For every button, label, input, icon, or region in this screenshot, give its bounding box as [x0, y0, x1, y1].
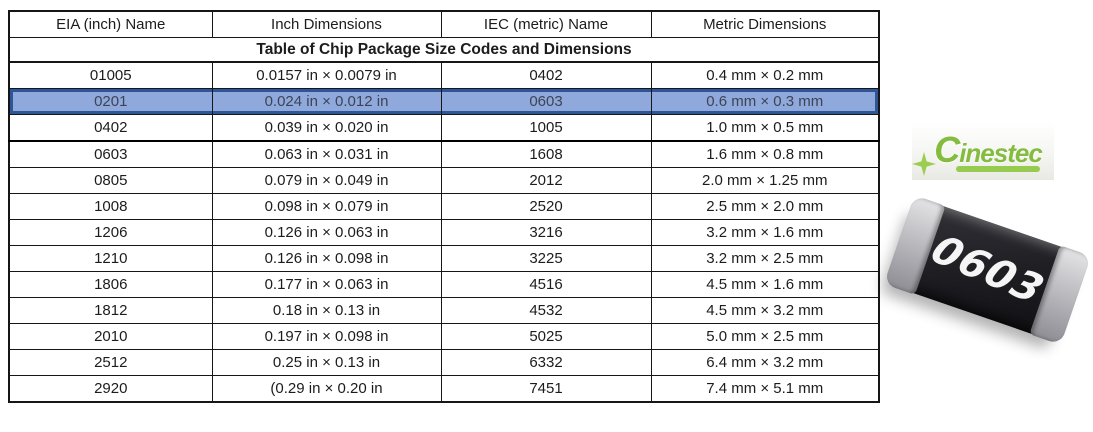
table-row: 1210 0.126 in × 0.098 in 3225 3.2 mm × 2.5 …: [8, 245, 880, 272]
table-cell: (0.29 in × 0.20 in: [211, 375, 442, 403]
table-cell: 0603: [440, 88, 652, 115]
table-row: 1008 0.098 in × 0.079 in 2520 2.5 mm × 2.0 …: [8, 193, 880, 220]
table-cell: 0402: [8, 114, 213, 142]
table-cell: 1.6 mm × 0.8 mm: [650, 140, 880, 168]
table-title-row: Table of Chip Package Size Codes and Dim…: [8, 37, 880, 63]
table-cell: 0.197 in × 0.098 in: [211, 323, 442, 350]
table-cell: 0.039 in × 0.020 in: [211, 114, 442, 142]
table-cell: 4516: [440, 271, 652, 298]
table-cell: 2.5 mm × 2.0 mm: [650, 193, 880, 220]
table-cell: 0.126 in × 0.098 in: [211, 245, 442, 272]
table-cell: 3.2 mm × 2.5 mm: [650, 245, 880, 272]
table-header-row: EIA (inch) Name Inch Dimensions IEC (metri…: [8, 10, 880, 38]
table-cell: 0.063 in × 0.031 in: [211, 140, 442, 168]
company-logo: Cinestec: [912, 122, 1054, 180]
table-cell: 4532: [440, 297, 652, 324]
table-cell: 0.079 in × 0.049 in: [211, 167, 442, 194]
table-cell: 3216: [440, 219, 652, 246]
table-cell: 2012: [440, 167, 652, 194]
table-cell: 0805: [8, 167, 213, 194]
table-cell: 0.098 in × 0.079 in: [211, 193, 442, 220]
table-row: 2512 0.25 in × 0.13 in 6332 6.4 mm × 3.2 mm: [8, 349, 880, 376]
package-size-table: Table of Chip Package Size Codes and Dim…: [8, 10, 880, 403]
table-cell: 0.126 in × 0.063 in: [211, 219, 442, 246]
table-row: 1806 0.177 in × 0.063 in 4516 4.5 mm × 1.6 …: [8, 271, 880, 298]
column-header: IEC (metric) Name: [440, 10, 652, 38]
table-cell: 0.024 in × 0.012 in: [211, 88, 442, 115]
table-cell: 5025: [440, 323, 652, 350]
column-header: Inch Dimensions: [211, 10, 442, 38]
table-cell: 0.177 in × 0.063 in: [211, 271, 442, 298]
table: Table of Chip Package Size Codes and Dim…: [8, 10, 880, 403]
table-cell: 2010: [8, 323, 213, 350]
table-cell: 1608: [440, 140, 652, 168]
table-cell: 0603: [8, 140, 213, 168]
table-row: 0201 0.024 in × 0.012 in 0603 0.6 mm × 0.3 …: [8, 88, 880, 115]
table-cell: 1210: [8, 245, 213, 272]
table-cell: 4.5 mm × 3.2 mm: [650, 297, 880, 324]
star-icon: [912, 152, 936, 176]
table-cell: 1005: [440, 114, 652, 142]
table-cell: 2512: [8, 349, 213, 376]
table-cell: 3225: [440, 245, 652, 272]
column-header: Metric Dimensions: [650, 10, 880, 38]
table-cell: 0.25 in × 0.13 in: [211, 349, 442, 376]
table-cell: 5.0 mm × 2.5 mm: [650, 323, 880, 350]
table-cell: 0.6 mm × 0.3 mm: [650, 88, 880, 115]
table-row: 2920 (0.29 in × 0.20 in 7451 7.4 mm × 5.1 m…: [8, 375, 880, 403]
table-cell: 4.5 mm × 1.6 mm: [650, 271, 880, 298]
table-cell: 0.0157 in × 0.0079 in: [211, 61, 442, 89]
table-row: 0603 0.063 in × 0.031 in 1608 1.6 mm × 0.8 …: [8, 140, 880, 168]
table-cell: 6332: [440, 349, 652, 376]
table-body: 01005 0.0157 in × 0.0079 in 0402 0.4 mm × 0…: [8, 61, 880, 403]
table-cell: 01005: [8, 61, 213, 89]
table-cell: 1812: [8, 297, 213, 324]
table-cell: 2920: [8, 375, 213, 403]
table-cell: 1008: [8, 193, 213, 220]
table-cell: 0201: [8, 88, 213, 115]
table-cell: 0.18 in × 0.13 in: [211, 297, 442, 324]
table-cell: 2.0 mm × 1.25 mm: [650, 167, 880, 194]
table-row: 1812 0.18 in × 0.13 in 4532 4.5 mm × 3.2 mm: [8, 297, 880, 324]
table-cell: 6.4 mm × 3.2 mm: [650, 349, 880, 376]
table-cell: 0.4 mm × 0.2 mm: [650, 61, 880, 89]
table-cell: 1.0 mm × 0.5 mm: [650, 114, 880, 142]
table-cell: 7451: [440, 375, 652, 403]
table-row: 1206 0.126 in × 0.063 in 3216 3.2 mm × 1.6 …: [8, 219, 880, 246]
table-title: Table of Chip Package Size Codes and Dim…: [8, 37, 880, 63]
table-row: 0402 0.039 in × 0.020 in 1005 1.0 mm × 0.5 …: [8, 114, 880, 142]
table-cell: 0402: [440, 61, 652, 89]
table-cell: 1806: [8, 271, 213, 298]
table-row: 0805 0.079 in × 0.049 in 2012 2.0 mm × 1.25…: [8, 167, 880, 194]
chip-size-label: 0603: [923, 227, 1052, 313]
table-cell: 1206: [8, 219, 213, 246]
table-row: 01005 0.0157 in × 0.0079 in 0402 0.4 mm × 0…: [8, 61, 880, 89]
table-cell: 3.2 mm × 1.6 mm: [650, 219, 880, 246]
table-row: 2010 0.197 in × 0.098 in 5025 5.0 mm × 2.5 …: [8, 323, 880, 350]
logo-wordmark: Cinestec: [934, 128, 1043, 170]
column-header: EIA (inch) Name: [8, 10, 213, 38]
logo-tagline-bar: [956, 166, 1040, 172]
chip-0603-photo: 0603: [883, 195, 1092, 345]
table-cell: 2520: [440, 193, 652, 220]
table-cell: 7.4 mm × 5.1 mm: [650, 375, 880, 403]
